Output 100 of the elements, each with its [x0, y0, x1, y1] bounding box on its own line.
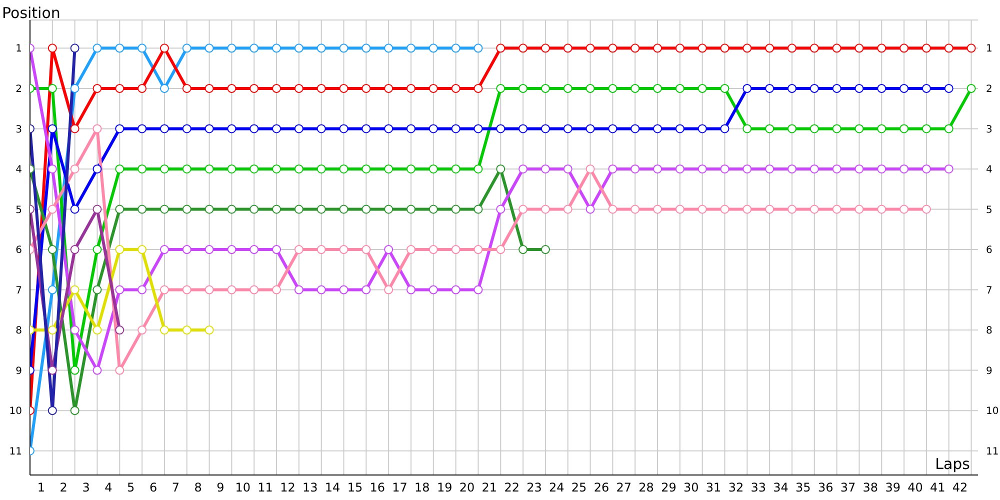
point [384, 44, 394, 53]
x-tick-label: 20 [459, 480, 475, 495]
point [630, 44, 640, 53]
point [115, 326, 124, 335]
point [70, 84, 80, 93]
point [900, 204, 909, 214]
point [630, 164, 640, 174]
x-tick-label: 36 [818, 480, 834, 495]
point [474, 245, 483, 254]
x-tick-label: 18 [414, 480, 430, 495]
x-tick-label: 40 [908, 480, 923, 495]
point [272, 245, 282, 254]
point [698, 124, 707, 134]
point [586, 84, 595, 93]
point [854, 164, 864, 174]
point [227, 204, 236, 214]
x-tick-label: 27 [616, 480, 632, 495]
point [48, 84, 57, 93]
point [854, 204, 864, 214]
point [227, 245, 236, 254]
point [362, 285, 371, 294]
point [70, 204, 80, 214]
point [900, 124, 909, 134]
point [70, 44, 80, 53]
point [608, 164, 618, 174]
point [182, 326, 192, 335]
point [698, 164, 707, 174]
point [586, 124, 595, 134]
x-tick-label: 9 [216, 480, 224, 495]
point [720, 124, 730, 134]
y2-tick-label: 8 [986, 326, 992, 337]
point [922, 44, 931, 53]
point [922, 204, 931, 214]
point [48, 285, 57, 294]
y-tick-label: 9 [16, 366, 22, 377]
point [518, 44, 528, 53]
point [900, 84, 909, 93]
y-tick-label: 4 [16, 164, 22, 176]
y2-tick-label: 4 [986, 164, 992, 176]
y-tick-label: 11 [9, 446, 22, 458]
point [406, 204, 416, 214]
point [832, 84, 842, 93]
point [787, 44, 796, 53]
point [294, 84, 304, 93]
point [316, 84, 326, 93]
point [451, 44, 460, 53]
point [630, 124, 640, 134]
point [339, 84, 348, 93]
point [250, 164, 259, 174]
point [384, 164, 394, 174]
point [384, 285, 394, 294]
point [630, 84, 640, 93]
point [922, 164, 931, 174]
point [518, 204, 528, 214]
y2-tick-label: 11 [986, 446, 999, 458]
point [675, 204, 684, 214]
x-tick-label: 14 [324, 480, 340, 495]
point [428, 204, 438, 214]
point [48, 366, 57, 375]
point [294, 164, 304, 174]
point [362, 245, 371, 254]
point [832, 124, 842, 134]
x-tick-label: 10 [235, 480, 251, 495]
point [787, 84, 796, 93]
point [339, 44, 348, 53]
point [138, 285, 147, 294]
y-tick-label: 1 [16, 44, 22, 55]
point [70, 285, 80, 294]
y-tick-label: 2 [16, 84, 22, 95]
point [204, 326, 214, 335]
point [720, 204, 730, 214]
point [854, 124, 864, 134]
point [227, 285, 236, 294]
point [653, 204, 662, 214]
point [675, 44, 684, 53]
point [540, 124, 550, 134]
point [496, 44, 506, 53]
point [810, 204, 819, 214]
y-tick-label: 3 [16, 124, 22, 136]
point [563, 124, 572, 134]
point [810, 44, 819, 53]
point [227, 124, 236, 134]
point [877, 204, 886, 214]
point [742, 44, 752, 53]
point [540, 164, 550, 174]
y2-tick-label: 9 [986, 366, 992, 377]
point [92, 285, 102, 294]
point [765, 44, 774, 53]
x-tick-label: 21 [482, 480, 498, 495]
point [316, 245, 326, 254]
point [540, 204, 550, 214]
point [563, 84, 572, 93]
point [451, 164, 460, 174]
point [832, 164, 842, 174]
point [70, 245, 80, 254]
point [48, 44, 57, 53]
point [182, 84, 192, 93]
point [877, 44, 886, 53]
point [474, 204, 483, 214]
point [384, 245, 394, 254]
